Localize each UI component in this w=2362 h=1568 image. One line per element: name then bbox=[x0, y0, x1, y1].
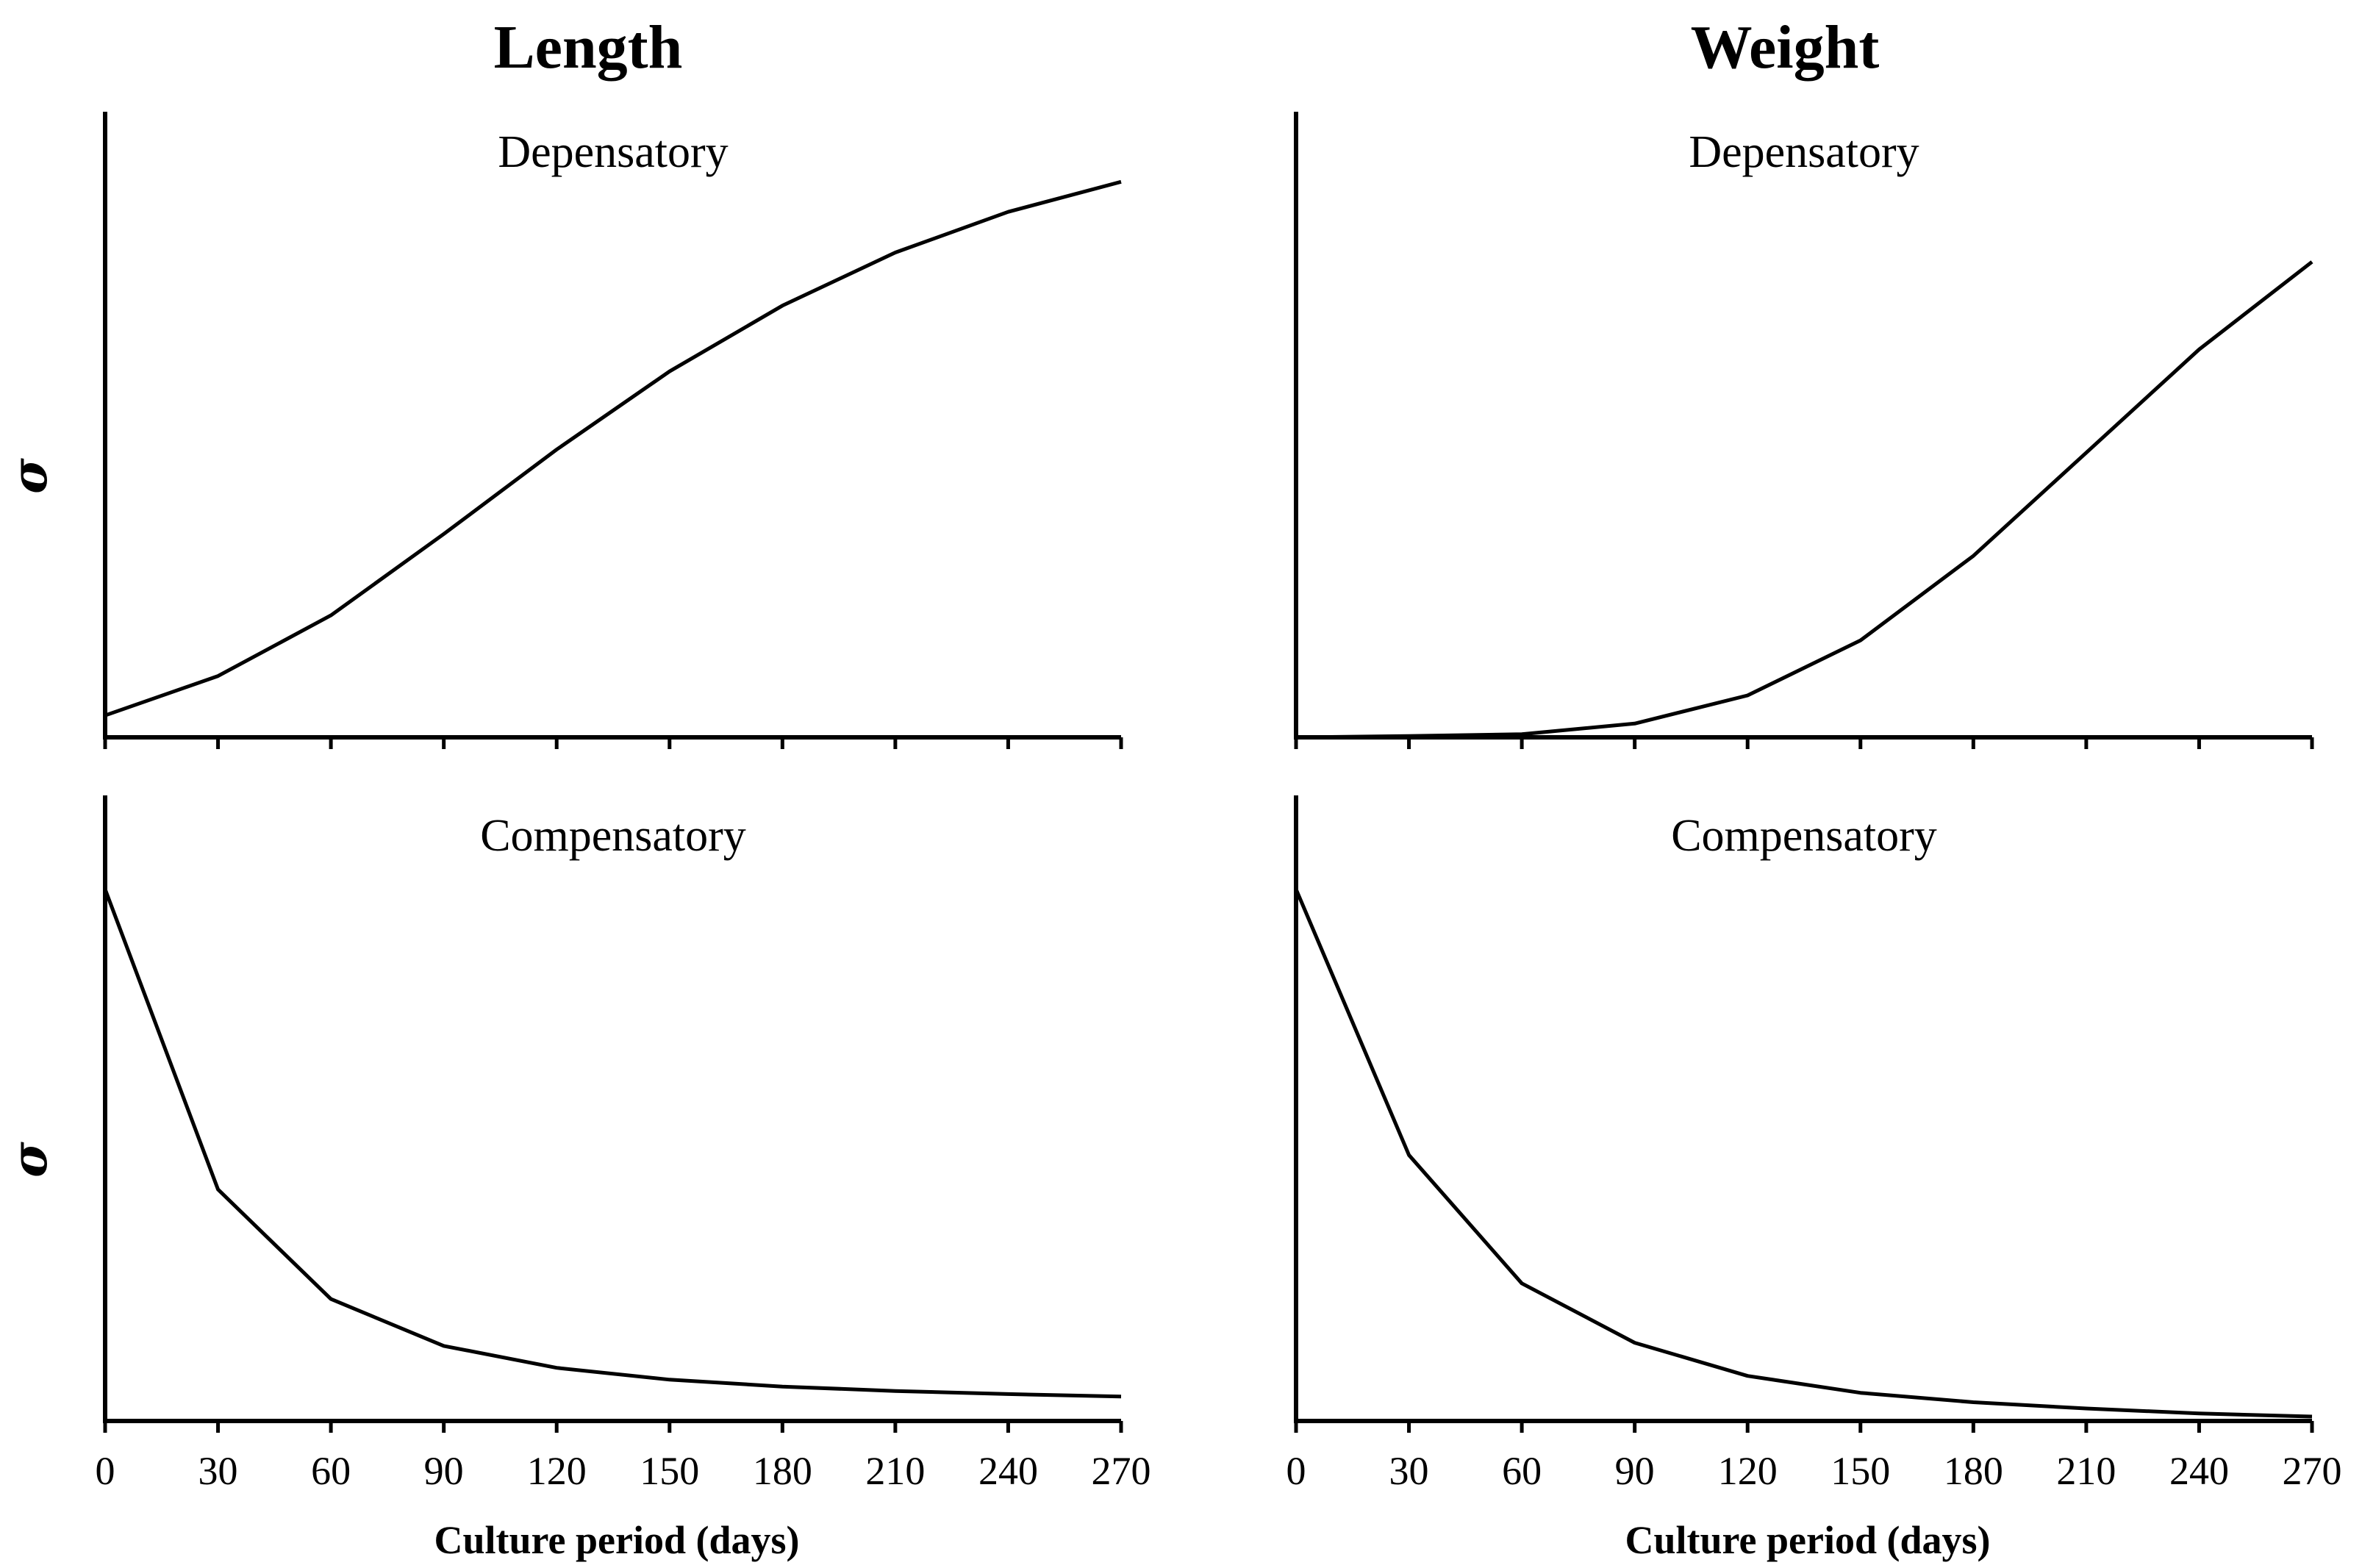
x-tick-label: 180 bbox=[753, 1449, 812, 1493]
panel-length-compensatory: 0 30 60 90 120 150 180 210 240 270 Compensatory σ Cu… bbox=[1, 795, 1151, 1562]
series-line-weight-compensatory bbox=[1294, 888, 2313, 1419]
x-tick-label: 30 bbox=[198, 1449, 238, 1493]
x-tick-label: 270 bbox=[1092, 1449, 1151, 1493]
x-tick-label: 210 bbox=[2056, 1449, 2116, 1493]
y-axis-title: σ bbox=[1, 1142, 58, 1178]
panel-length-depensatory: Depensatory σ bbox=[1, 112, 1123, 749]
x-axis-title: Culture period (days) bbox=[434, 1518, 799, 1562]
x-tick-label: 60 bbox=[311, 1449, 351, 1493]
x-tick-label: 0 bbox=[1286, 1449, 1306, 1493]
x-axis-title: Culture period (days) bbox=[1625, 1518, 1990, 1562]
panel-weight-depensatory: Depensatory bbox=[1294, 112, 2314, 749]
panel-weight-compensatory: 0 30 60 90 120 150 180 210 240 270 Compensatory Cul… bbox=[1286, 795, 2342, 1562]
x-tick-label: 120 bbox=[1718, 1449, 1778, 1493]
x-tick-label: 30 bbox=[1389, 1449, 1429, 1493]
x-tick-label: 0 bbox=[96, 1449, 115, 1493]
x-tick-label: 180 bbox=[1944, 1449, 2003, 1493]
x-tick-label: 60 bbox=[1502, 1449, 1542, 1493]
panel-label-depensatory: Depensatory bbox=[1689, 127, 1919, 177]
panel-label-compensatory: Compensatory bbox=[1671, 811, 1937, 861]
chart-panels: Depensatory σ Depensatory 0 30 60 90 120 150 180 2… bbox=[1, 112, 2342, 1562]
x-tick-label: 150 bbox=[1830, 1449, 1890, 1493]
series-line-length-depensatory bbox=[104, 179, 1122, 717]
x-tick-label: 120 bbox=[527, 1449, 587, 1493]
column-title-length: Length bbox=[494, 13, 683, 82]
series-line-weight-depensatory bbox=[1295, 260, 2313, 740]
x-tick-label: 150 bbox=[640, 1449, 699, 1493]
panel-label-compensatory: Compensatory bbox=[480, 811, 746, 861]
x-tick-label: 240 bbox=[2169, 1449, 2229, 1493]
x-tick-label: 90 bbox=[1615, 1449, 1655, 1493]
x-tick-label: 210 bbox=[865, 1449, 925, 1493]
panel-label-depensatory: Depensatory bbox=[498, 127, 728, 177]
series-line-length-compensatory bbox=[103, 888, 1122, 1399]
y-axis-title: σ bbox=[1, 458, 58, 494]
x-tick-label: 90 bbox=[424, 1449, 464, 1493]
x-tick-label: 270 bbox=[2283, 1449, 2342, 1493]
column-title-weight: Weight bbox=[1691, 13, 1880, 82]
x-tick-label: 240 bbox=[978, 1449, 1038, 1493]
